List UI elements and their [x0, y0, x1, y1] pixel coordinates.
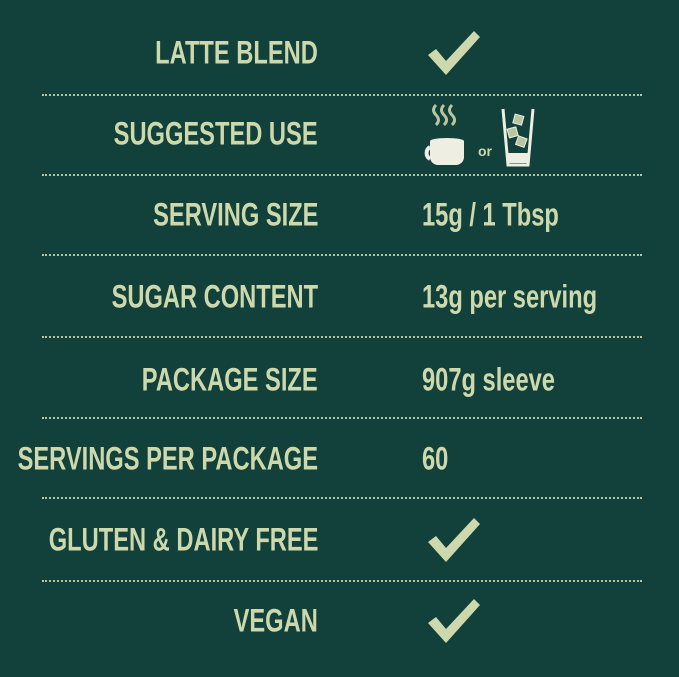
row-label: SERVINGS PER PACKAGE: [17, 440, 318, 476]
row-suggested-use: SUGGESTED USE or: [0, 93, 679, 174]
hot-cup-icon: [424, 103, 464, 165]
row-label: LATTE BLEND: [155, 34, 318, 70]
checkmark-icon: [428, 598, 480, 643]
row-label: SERVING SIZE: [152, 196, 318, 232]
row-latte-blend: LATTE BLEND: [0, 12, 679, 93]
divider: [42, 417, 642, 419]
divider: [42, 580, 642, 582]
row-label: VEGAN: [233, 602, 318, 638]
row-value: 907g sleeve: [422, 361, 555, 397]
row-serving-size: SERVING SIZE 15g / 1 Tbsp: [0, 174, 679, 255]
divider: [42, 336, 642, 338]
divider: [42, 94, 642, 96]
iced-glass-icon: [501, 108, 535, 166]
row-package-size: PACKAGE SIZE 907g sleeve: [0, 339, 679, 420]
checkmark-icon: [428, 30, 480, 75]
checkmark-icon: [428, 517, 480, 562]
row-value: 15g / 1 Tbsp: [422, 196, 559, 232]
row-label: GLUTEN & DAIRY FREE: [48, 521, 318, 557]
divider: [42, 497, 642, 499]
or-connector: or: [478, 142, 492, 159]
divider: [42, 254, 642, 256]
row-label: SUGGESTED USE: [114, 115, 318, 151]
row-value: 60: [422, 440, 449, 476]
divider: [42, 174, 642, 176]
row-vegan: VEGAN: [0, 580, 679, 661]
row-sugar-content: SUGAR CONTENT 13g per serving: [0, 256, 679, 337]
row-servings-per-package: SERVINGS PER PACKAGE 60: [0, 418, 679, 499]
suggested-use-icons: or: [422, 101, 536, 167]
row-value: 13g per serving: [422, 278, 598, 314]
row-label: PACKAGE SIZE: [142, 361, 318, 397]
row-label: SUGAR CONTENT: [111, 278, 318, 314]
row-gluten-dairy-free: GLUTEN & DAIRY FREE: [0, 499, 679, 580]
